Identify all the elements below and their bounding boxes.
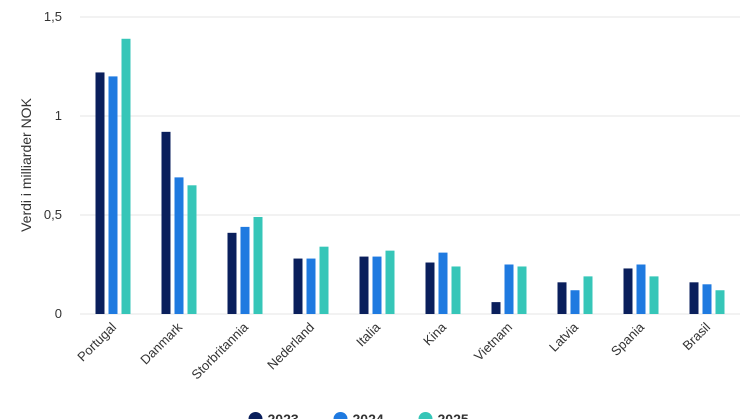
- bar[interactable]: [319, 246, 329, 314]
- bar[interactable]: [95, 72, 105, 314]
- bar[interactable]: [636, 264, 646, 315]
- bar[interactable]: [240, 226, 250, 314]
- bar[interactable]: [385, 250, 395, 314]
- bar[interactable]: [570, 290, 580, 314]
- x-tick-label: Kina: [420, 319, 450, 349]
- legend-marker[interactable]: [333, 412, 348, 419]
- x-tick-label: Storbritannia: [188, 319, 251, 382]
- bar[interactable]: [293, 258, 303, 314]
- x-tick-label: Nederland: [264, 320, 317, 373]
- bar[interactable]: [161, 131, 171, 314]
- bar[interactable]: [425, 262, 435, 314]
- legend-marker[interactable]: [418, 412, 433, 419]
- y-tick-label: 0,5: [44, 207, 62, 222]
- x-tick-label: Spania: [608, 319, 648, 359]
- x-axis-ticks: Portugal Danmark Storbritannia Nederland Ita…: [74, 319, 713, 382]
- x-tick-label: Portugal: [74, 319, 119, 364]
- bar[interactable]: [227, 232, 237, 314]
- y-tick-label: 1,5: [44, 9, 62, 24]
- x-tick-label: Vietnam: [471, 320, 515, 364]
- legend-label[interactable]: 2025: [438, 411, 469, 419]
- y-axis-title: Verdi i milliarder NOK: [18, 97, 34, 231]
- bar[interactable]: [583, 276, 593, 314]
- legend-label[interactable]: 2024: [353, 411, 384, 419]
- bars: [95, 38, 725, 315]
- x-tick-label: Latvia: [546, 319, 582, 355]
- x-tick-label: Italia: [353, 319, 384, 350]
- legend[interactable]: 2023 2024 2025: [248, 411, 469, 419]
- bar[interactable]: [253, 216, 263, 314]
- bar[interactable]: [517, 266, 527, 314]
- bar[interactable]: [702, 284, 712, 314]
- bar[interactable]: [174, 177, 184, 314]
- x-tick-label: Danmark: [137, 319, 185, 367]
- legend-marker[interactable]: [248, 412, 263, 419]
- bar[interactable]: [121, 38, 131, 314]
- bar[interactable]: [491, 302, 501, 314]
- bar[interactable]: [504, 264, 514, 315]
- x-tick-label: Brasil: [680, 319, 714, 353]
- bar[interactable]: [689, 282, 699, 314]
- bar[interactable]: [306, 258, 316, 314]
- y-tick-label: 1: [55, 108, 62, 123]
- bar[interactable]: [108, 76, 118, 315]
- bar[interactable]: [557, 282, 567, 314]
- legend-label[interactable]: 2023: [268, 411, 299, 419]
- bar[interactable]: [451, 266, 461, 314]
- bar[interactable]: [359, 256, 369, 314]
- y-tick-label: 0: [55, 306, 62, 321]
- y-axis-ticks: 0 0,5 1 1,5: [44, 9, 62, 321]
- bar[interactable]: [372, 256, 382, 314]
- bar[interactable]: [187, 185, 197, 314]
- bar[interactable]: [715, 290, 725, 314]
- bar[interactable]: [623, 268, 633, 314]
- bar[interactable]: [649, 276, 659, 314]
- bar[interactable]: [438, 252, 448, 314]
